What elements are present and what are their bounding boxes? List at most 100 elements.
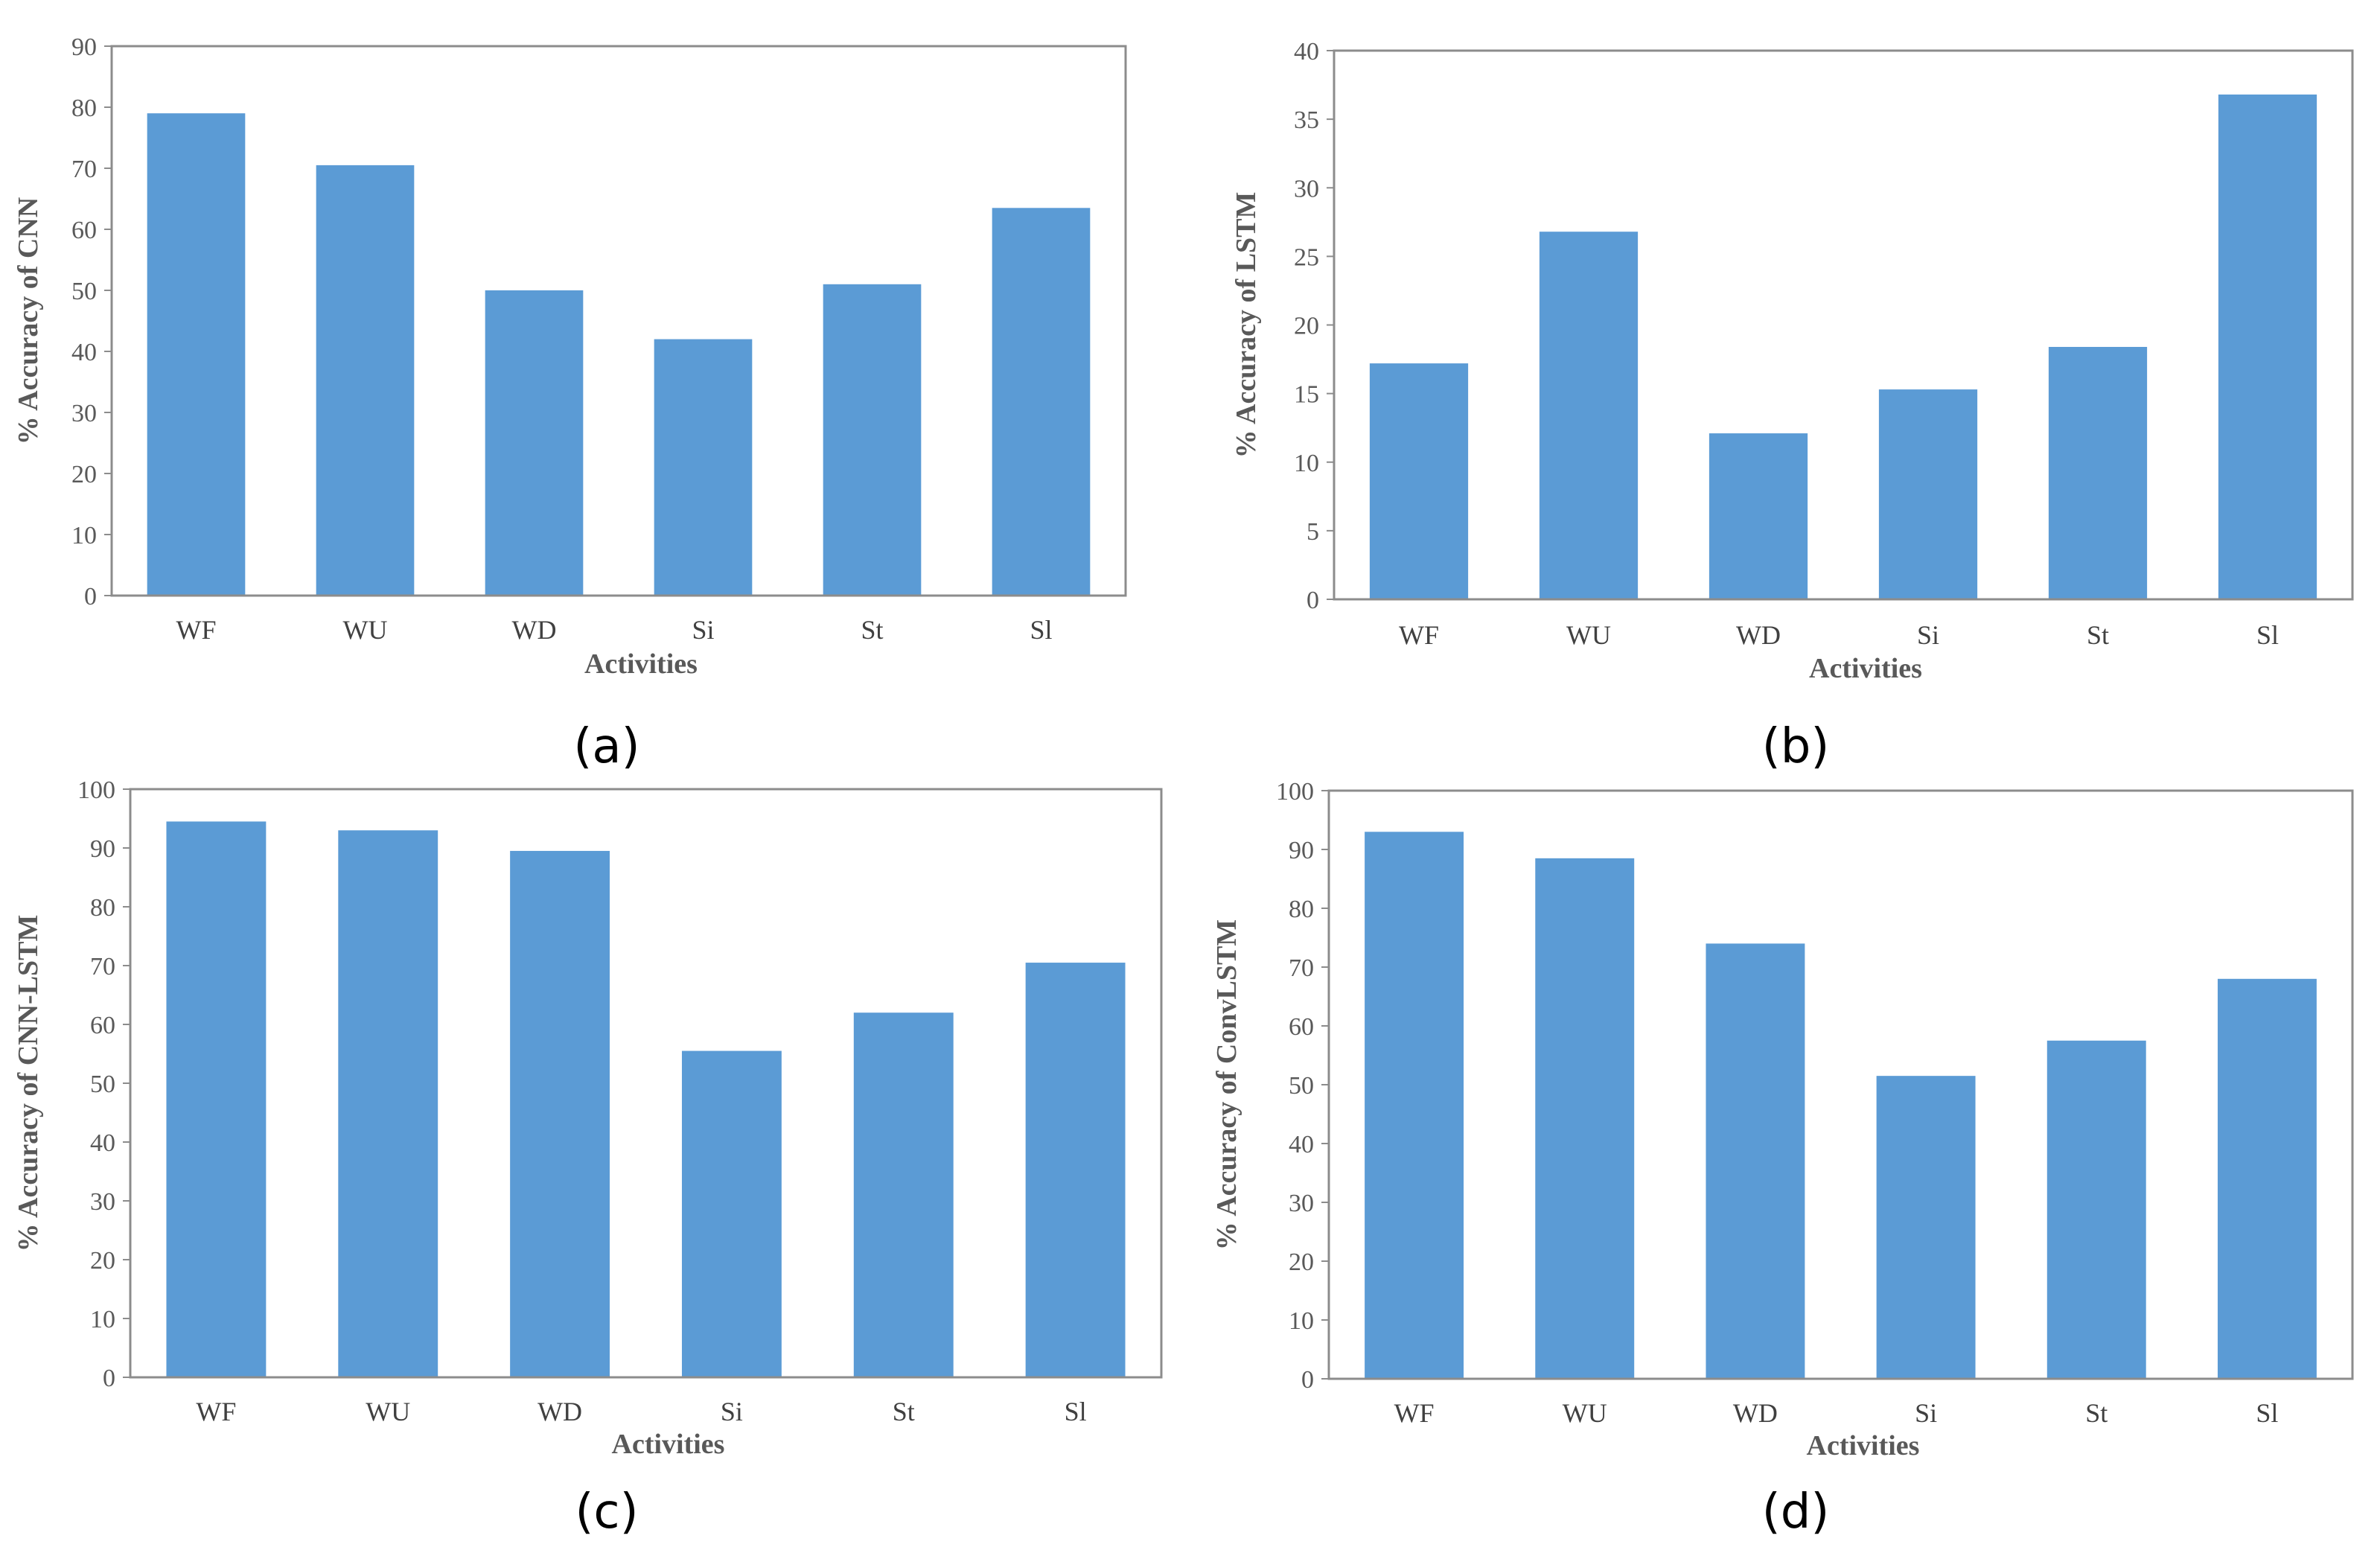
y-tick-label: 100 xyxy=(77,776,115,804)
y-tick-label: 0 xyxy=(1301,1366,1314,1394)
x-tick-label: WU xyxy=(366,1397,410,1426)
bar-st xyxy=(853,1013,954,1377)
x-tick-label: WD xyxy=(1733,1398,1778,1428)
y-tick-label: 40 xyxy=(71,339,97,366)
y-tick-label: 60 xyxy=(71,217,97,244)
plot-frame xyxy=(1333,49,2354,601)
y-tick-label: 70 xyxy=(90,953,115,980)
y-tick-label: 0 xyxy=(1307,587,1319,614)
x-axis-title: Activities xyxy=(612,1429,725,1460)
y-tick-label: 30 xyxy=(71,400,97,427)
x-axis-title: Activities xyxy=(1809,653,1922,684)
bar-wd xyxy=(485,290,584,596)
bar-wu xyxy=(1539,232,1639,599)
y-tick-label: 15 xyxy=(1294,381,1319,409)
y-tick-label: 30 xyxy=(90,1188,115,1216)
y-tick-label: 25 xyxy=(1294,243,1319,271)
y-tick-label: 10 xyxy=(1294,450,1319,477)
y-tick-label: 50 xyxy=(71,278,97,305)
y-tick-label: 90 xyxy=(71,34,97,61)
y-tick-label: 0 xyxy=(103,1365,115,1392)
panel-label: (a) xyxy=(573,719,639,774)
x-tick-label: Sl xyxy=(1065,1397,1087,1426)
y-tick-label: 70 xyxy=(71,156,97,183)
y-tick-label: 60 xyxy=(1289,1013,1314,1041)
x-tick-label: Si xyxy=(692,615,714,645)
bar-sl xyxy=(992,208,1091,596)
bar-wd xyxy=(1709,433,1808,599)
x-tick-label: St xyxy=(893,1397,915,1426)
x-tick-label: WD xyxy=(1736,620,1781,650)
bar-wf xyxy=(1369,363,1469,599)
bar-sl xyxy=(2217,978,2317,1379)
x-tick-label: Si xyxy=(1915,1398,1937,1428)
chart-panel-d: 0 10 20 30 40 50 60 70 80 90 100 WF WU WD Si St Sl Activi… xyxy=(1211,778,2354,1540)
y-tick-label: 40 xyxy=(1294,38,1319,66)
x-tick-label: WF xyxy=(176,615,217,645)
x-tick-label: WF xyxy=(1394,1398,1435,1428)
x-tick-label: St xyxy=(2085,1398,2108,1428)
y-axis-title: % Accuracy of LSTM xyxy=(1231,192,1262,459)
bar-wu xyxy=(316,165,415,596)
x-tick-label: WU xyxy=(1566,620,1611,650)
chart-panel-a: 0 10 20 30 40 50 60 70 80 90 WF WU WD Si St Sl Activitie… xyxy=(13,34,1127,774)
y-tick-label: 50 xyxy=(90,1071,115,1098)
y-tick-label: 40 xyxy=(90,1129,115,1157)
x-tick-label: WU xyxy=(343,615,388,645)
bar-wd xyxy=(1706,943,1805,1379)
y-tick-label: 100 xyxy=(1276,778,1314,806)
x-tick-label: Sl xyxy=(2256,1398,2278,1428)
bar-si xyxy=(681,1050,782,1377)
x-tick-label: Sl xyxy=(1030,615,1052,645)
y-tick-label: 90 xyxy=(1289,837,1314,864)
bar-si xyxy=(1876,1076,1976,1379)
y-tick-label: 80 xyxy=(71,95,97,122)
y-tick-label: 60 xyxy=(90,1012,115,1039)
y-tick-label: 10 xyxy=(90,1306,115,1333)
y-axis-title: % Accuracy of CNN-LSTM xyxy=(13,915,44,1252)
panel-label: (b) xyxy=(1762,719,1830,774)
bar-st xyxy=(2048,346,2148,599)
plot-frame xyxy=(1327,789,2354,1380)
y-tick-label: 35 xyxy=(1294,106,1319,134)
y-tick-label: 0 xyxy=(84,583,97,610)
y-tick-label: 20 xyxy=(71,461,97,488)
x-tick-label: Si xyxy=(721,1397,743,1426)
bar-wf xyxy=(147,113,246,596)
y-tick-label: 20 xyxy=(1294,313,1319,340)
bar-sl xyxy=(2218,94,2317,599)
y-tick-label: 20 xyxy=(1289,1249,1314,1276)
y-tick-label: 20 xyxy=(90,1247,115,1275)
bar-wf xyxy=(1365,832,1464,1379)
chart-panel-c: 0 10 20 30 40 50 60 70 80 90 100 WF WU WD Si St Sl Activi… xyxy=(13,776,1163,1540)
y-axis-title: % Accuracy of CNN xyxy=(13,197,44,444)
bar-st xyxy=(823,284,922,596)
bar-si xyxy=(654,339,753,596)
bar-si xyxy=(1878,389,1978,599)
bar-st xyxy=(2046,1040,2146,1379)
bar-wf xyxy=(166,821,267,1377)
x-tick-label: WD xyxy=(512,615,557,645)
x-tick-label: WF xyxy=(196,1397,236,1426)
x-tick-label: St xyxy=(2087,620,2109,650)
chart-panel-b: 0 5 10 15 20 25 30 35 40 WF WU WD Si St Sl Activities % … xyxy=(1231,38,2354,774)
bar-wd xyxy=(510,850,610,1377)
plot-frame xyxy=(110,45,1127,597)
x-tick-label: WF xyxy=(1399,620,1439,650)
bar-wu xyxy=(1535,858,1635,1379)
x-tick-label: WU xyxy=(1563,1398,1607,1428)
x-axis-title: Activities xyxy=(1807,1430,1920,1461)
x-tick-label: St xyxy=(861,615,883,645)
x-tick-label: WD xyxy=(537,1397,582,1426)
x-tick-label: Si xyxy=(1917,620,1939,650)
y-tick-label: 80 xyxy=(1289,896,1314,923)
y-tick-label: 5 xyxy=(1307,518,1319,546)
panel-label: (d) xyxy=(1762,1485,1830,1540)
y-tick-label: 90 xyxy=(90,835,115,863)
y-tick-label: 30 xyxy=(1289,1190,1314,1217)
bar-sl xyxy=(1025,963,1126,1377)
y-tick-label: 70 xyxy=(1289,954,1314,982)
y-tick-label: 10 xyxy=(71,522,97,549)
y-axis-title: % Accuracy of ConvLSTM xyxy=(1211,919,1242,1250)
